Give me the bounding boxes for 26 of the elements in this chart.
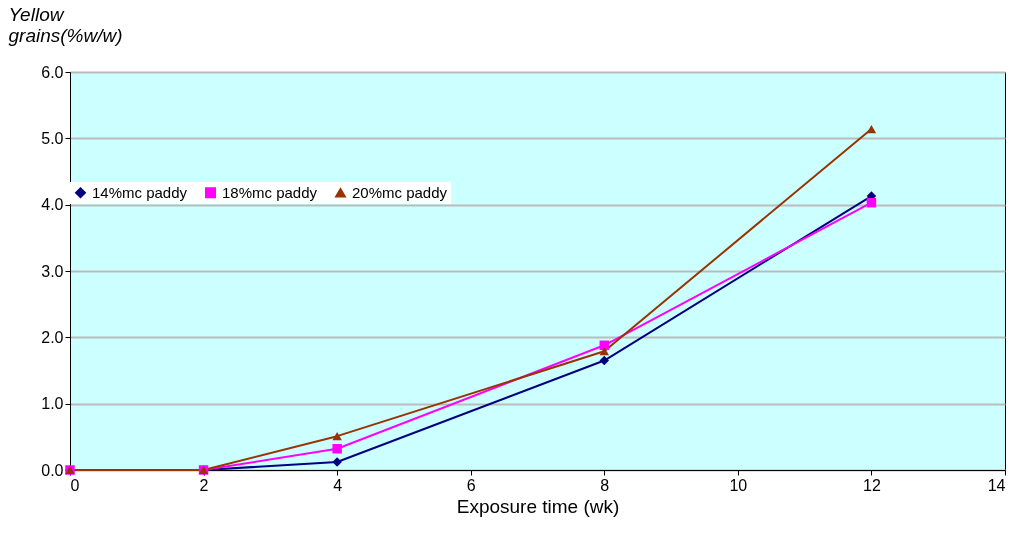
x-tick-label: 10 xyxy=(729,476,748,494)
y-tick-label: 0.0 xyxy=(41,461,64,479)
x-tick-label: 2 xyxy=(199,476,209,494)
x-tick-label: 6 xyxy=(466,476,476,494)
point xyxy=(599,347,610,356)
y-tick-label: 3.0 xyxy=(41,262,64,280)
y-tick-label: 5.0 xyxy=(41,129,64,147)
legend-label: 20%mc paddy xyxy=(352,183,448,201)
x-tick-label: 0 xyxy=(70,476,80,494)
point xyxy=(332,444,342,454)
y-axis-title: Yellow grains(%w/w) xyxy=(8,3,123,46)
x-axis-title: Exposure time (wk) xyxy=(456,495,620,517)
y-tick-label: 1.0 xyxy=(41,395,64,413)
y-tick-label: 6.0 xyxy=(41,63,64,81)
y-tick-label: 4.0 xyxy=(41,196,64,214)
legend-label: 18%mc paddy xyxy=(222,183,318,201)
x-tick-label: 8 xyxy=(600,476,610,494)
point xyxy=(866,124,877,134)
y-tick-label: 2.0 xyxy=(41,328,64,346)
point xyxy=(866,197,877,208)
legend-label: 14%mc paddy xyxy=(92,183,188,201)
point xyxy=(599,355,610,366)
x-tick-label: 14 xyxy=(987,476,1006,494)
point xyxy=(332,432,342,441)
x-tick-label: 12 xyxy=(863,476,881,494)
x-tick-label: 4 xyxy=(333,476,343,494)
